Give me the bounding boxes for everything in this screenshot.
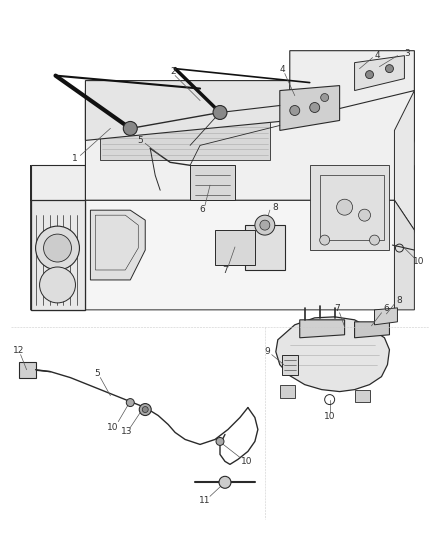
Polygon shape (395, 91, 414, 230)
Polygon shape (290, 51, 414, 120)
Text: 6: 6 (384, 304, 389, 313)
Polygon shape (282, 355, 298, 375)
Polygon shape (31, 165, 414, 310)
Text: 10: 10 (106, 423, 118, 432)
Polygon shape (90, 210, 145, 280)
Polygon shape (355, 55, 404, 91)
Text: 3: 3 (405, 49, 410, 58)
Text: 10: 10 (241, 457, 253, 466)
Circle shape (370, 235, 379, 245)
Text: 11: 11 (199, 496, 211, 505)
Polygon shape (85, 80, 290, 140)
Polygon shape (276, 317, 389, 392)
Circle shape (337, 199, 353, 215)
Circle shape (385, 64, 393, 72)
Circle shape (126, 399, 134, 407)
Polygon shape (355, 390, 370, 401)
Text: 8: 8 (272, 203, 278, 212)
Polygon shape (280, 86, 339, 131)
Circle shape (124, 122, 137, 135)
Circle shape (255, 215, 275, 235)
Text: 1: 1 (71, 154, 78, 163)
Text: 12: 12 (13, 346, 25, 355)
Text: 4: 4 (374, 51, 380, 60)
Polygon shape (31, 200, 85, 310)
Text: 2: 2 (170, 67, 176, 76)
Text: 5: 5 (138, 136, 143, 145)
Polygon shape (245, 225, 285, 270)
Circle shape (359, 209, 371, 221)
Polygon shape (215, 230, 255, 265)
Circle shape (260, 220, 270, 230)
Polygon shape (300, 320, 345, 338)
Text: 8: 8 (396, 296, 402, 305)
Polygon shape (310, 165, 389, 250)
Text: 4: 4 (280, 65, 286, 74)
Circle shape (366, 71, 374, 78)
Polygon shape (355, 322, 389, 338)
Text: 9: 9 (264, 347, 270, 356)
Polygon shape (85, 91, 414, 200)
Circle shape (43, 234, 71, 262)
Circle shape (39, 267, 75, 303)
Text: 10: 10 (324, 412, 336, 421)
Text: 5: 5 (95, 369, 100, 378)
Circle shape (139, 403, 151, 416)
Circle shape (35, 226, 79, 270)
Polygon shape (100, 101, 270, 160)
Text: 7: 7 (334, 304, 339, 313)
Circle shape (320, 235, 330, 245)
Polygon shape (395, 200, 414, 310)
Text: 13: 13 (120, 427, 132, 436)
Polygon shape (190, 165, 235, 200)
Circle shape (213, 106, 227, 119)
Circle shape (216, 438, 224, 446)
Circle shape (321, 94, 328, 101)
Polygon shape (19, 362, 35, 378)
Polygon shape (374, 308, 397, 325)
Circle shape (310, 102, 320, 112)
Polygon shape (280, 385, 295, 398)
Circle shape (290, 106, 300, 116)
Text: 6: 6 (199, 205, 205, 214)
Circle shape (219, 477, 231, 488)
Text: 10: 10 (413, 256, 424, 265)
Polygon shape (31, 165, 85, 310)
Circle shape (142, 407, 148, 413)
Text: 7: 7 (222, 266, 228, 276)
